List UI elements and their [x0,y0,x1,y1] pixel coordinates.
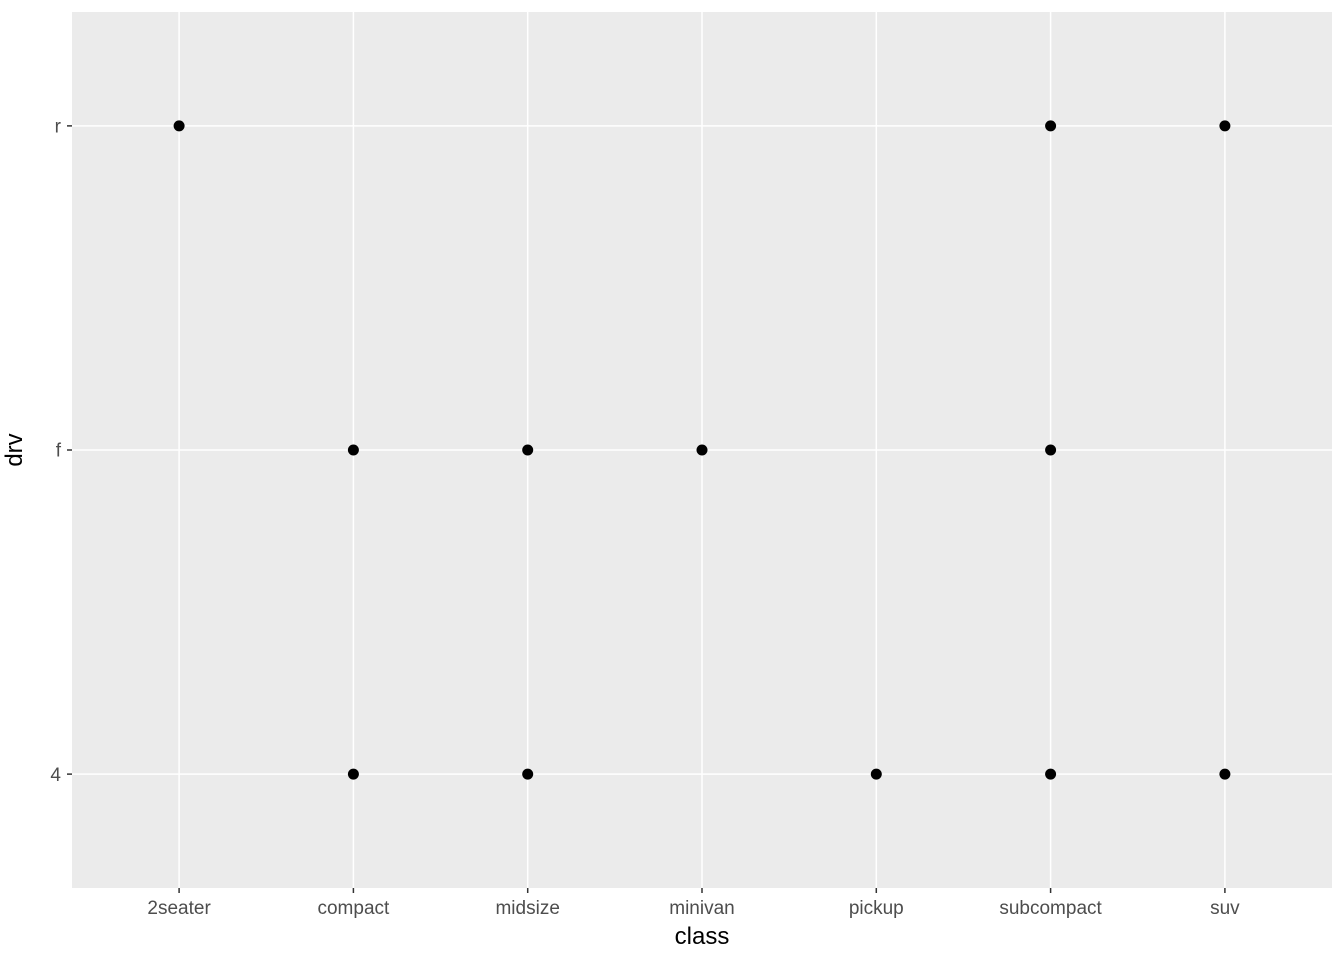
y-tick-label: 4 [50,765,61,786]
data-point [697,445,708,456]
x-tick-label: subcompact [999,898,1102,919]
y-axis-ticks: 4 f r [50,117,72,786]
data-point [1219,769,1230,780]
scatter-chart: 2seater compact midsize minivan pickup subcom… [0,0,1344,960]
x-tick-label: 2seater [147,898,211,919]
x-tick-label: minivan [669,898,734,919]
x-axis-title: class [675,923,730,950]
data-point [1045,120,1056,131]
data-point [1045,445,1056,456]
data-point [522,445,533,456]
data-point [1219,120,1230,131]
x-tick-label: pickup [849,898,904,919]
y-tick-label: r [55,117,62,138]
y-tick-label: f [56,441,62,462]
data-point [174,120,185,131]
data-point [871,769,882,780]
x-tick-label: compact [317,898,390,919]
x-axis-ticks: 2seater compact midsize minivan pickup subcom… [147,888,1240,919]
x-tick-label: midsize [495,898,559,919]
data-point [522,769,533,780]
x-tick-label: suv [1210,898,1240,919]
data-point [348,445,359,456]
data-point [1045,769,1056,780]
y-axis-title: drv [1,433,28,466]
data-point [348,769,359,780]
